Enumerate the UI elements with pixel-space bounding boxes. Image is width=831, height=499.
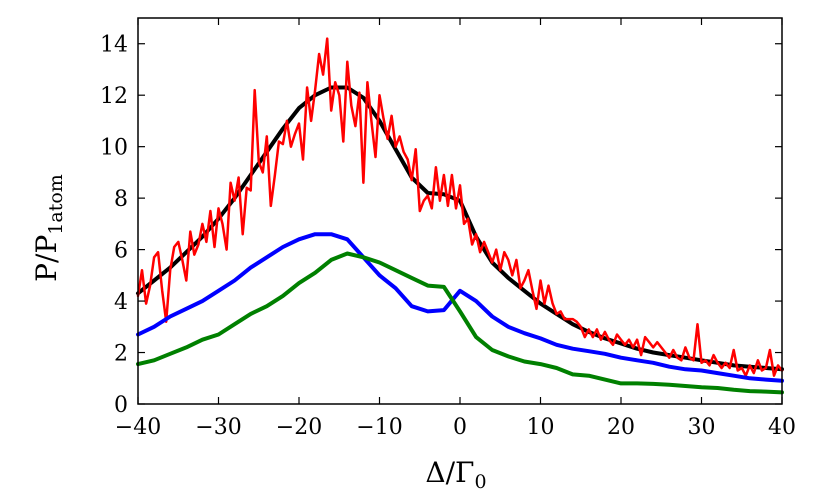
y-tick-label: 2 [114, 342, 128, 367]
series-line-green [136, 251, 784, 395]
x-tick-label: −20 [276, 415, 322, 440]
plot-frame [137, 17, 783, 405]
y-tick-label: 0 [114, 393, 128, 418]
x-tick-label: 10 [527, 415, 555, 440]
ticks: −40 −30 −20 −10 0 10 20 30 40 0 2 4 6 8 10 12 14 [100, 18, 796, 440]
series-line-blue [136, 232, 784, 383]
x-axis-label-sub: 0 [475, 471, 487, 493]
x-tick-label: 40 [768, 415, 796, 440]
y-tick-label: 14 [100, 33, 128, 58]
series-line-theory [136, 85, 784, 372]
y-tick-label: 8 [114, 187, 128, 212]
y-axis-label: P/P1atom [30, 174, 67, 282]
x-tick-label: −30 [195, 415, 241, 440]
series-line-data [136, 37, 784, 377]
x-tick-label: 20 [607, 415, 635, 440]
x-axis-label: Δ/Γ0 [425, 456, 486, 493]
x-tick-label: 30 [688, 415, 716, 440]
y-tick-label: 6 [114, 239, 128, 264]
y-tick-label: 12 [100, 84, 128, 109]
x-tick-label: −40 [115, 415, 161, 440]
y-tick-label: 4 [114, 290, 128, 315]
y-axis-label-sub: 1atom [45, 174, 67, 235]
x-tick-label: −10 [356, 415, 402, 440]
y-tick-label: 10 [100, 136, 128, 161]
plot-lines [136, 37, 784, 395]
x-tick-label: 0 [453, 415, 467, 440]
